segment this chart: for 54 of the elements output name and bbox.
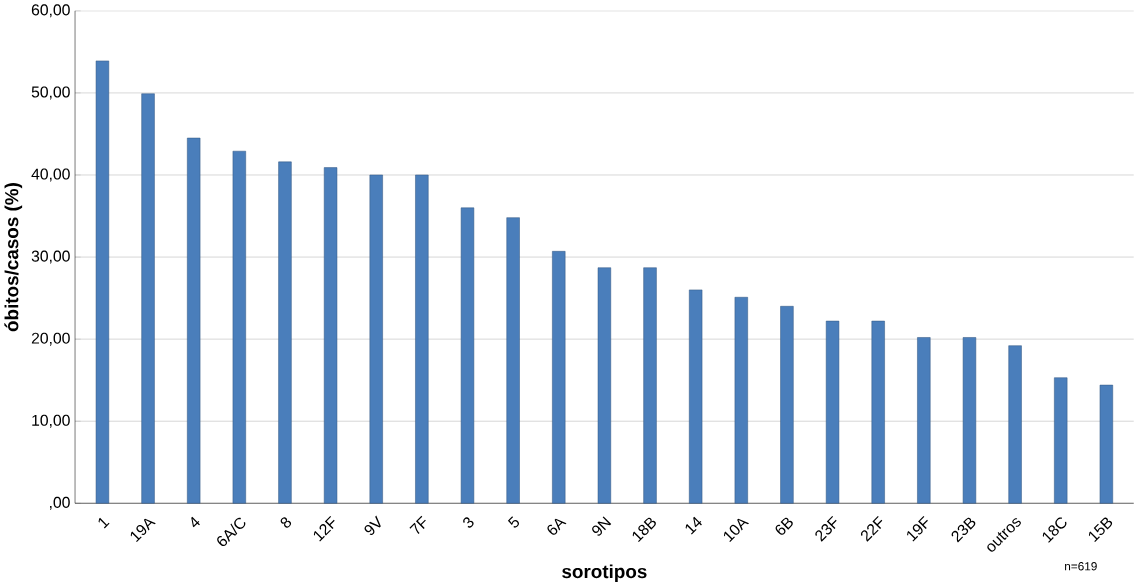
x-tick-label: 6A [547, 518, 567, 535]
x-tick-label: 6B [775, 517, 793, 535]
bar [1008, 345, 1022, 504]
text: n=619 [1065, 561, 1097, 571]
bar [689, 289, 703, 504]
bar [962, 337, 977, 504]
bar [643, 267, 657, 504]
bar [278, 161, 292, 504]
bar [597, 267, 612, 504]
y-tick-label: 40,00 [31, 168, 70, 182]
x-tick-label: 18C [1042, 517, 1067, 543]
x-tick-label: 14 [685, 516, 702, 535]
bar [187, 137, 201, 504]
bar [1099, 384, 1114, 504]
x-tick-label: 4 [191, 516, 200, 528]
y-tick-label: 30,00 [31, 250, 70, 264]
x-tick-label: 3 [463, 517, 474, 528]
bar [460, 207, 475, 504]
x-tick-label: 15B [1088, 517, 1113, 542]
x-tick-label: 9N [592, 516, 612, 536]
x-tick-label: 19F [907, 515, 928, 542]
x-tick-label: 19A [130, 518, 156, 542]
x-tick-label: 1 [98, 517, 110, 529]
bar [871, 320, 885, 504]
bar [780, 305, 794, 504]
x-tick-label: 9V [364, 515, 381, 535]
bar [506, 217, 520, 504]
bar [1054, 377, 1068, 504]
x-tick-label: 23F [815, 515, 837, 542]
x-tick-label: 12F [313, 515, 335, 542]
x-tick-label: 5 [507, 516, 519, 528]
bar [95, 60, 110, 504]
x-tick-label: 23B [951, 517, 976, 543]
x-tick-label: 10A [723, 518, 750, 542]
y-axis-title: óbitos/casos (%) [4, 182, 23, 332]
bar [415, 174, 429, 504]
x-axis-title: sorotipos [562, 564, 647, 582]
bar [323, 167, 338, 504]
y-tick-label: 50,00 [31, 86, 70, 100]
bar [369, 174, 383, 504]
bar [917, 337, 931, 504]
x-tick-label: 7F [409, 515, 426, 534]
x-tick-label: 8 [280, 517, 292, 528]
bar [141, 93, 155, 504]
bar [825, 320, 840, 504]
x-tick-label: 18B [632, 517, 656, 542]
y-tick-label: 20,00 [31, 332, 70, 346]
y-tick-label: 10,00 [32, 414, 70, 428]
x-tick-label: 22F [860, 515, 883, 542]
y-tick-label: ,00 [49, 496, 70, 510]
bar [552, 250, 566, 504]
bar [734, 296, 748, 504]
y-tick-label: 60,00 [31, 4, 70, 18]
bar [232, 150, 246, 504]
